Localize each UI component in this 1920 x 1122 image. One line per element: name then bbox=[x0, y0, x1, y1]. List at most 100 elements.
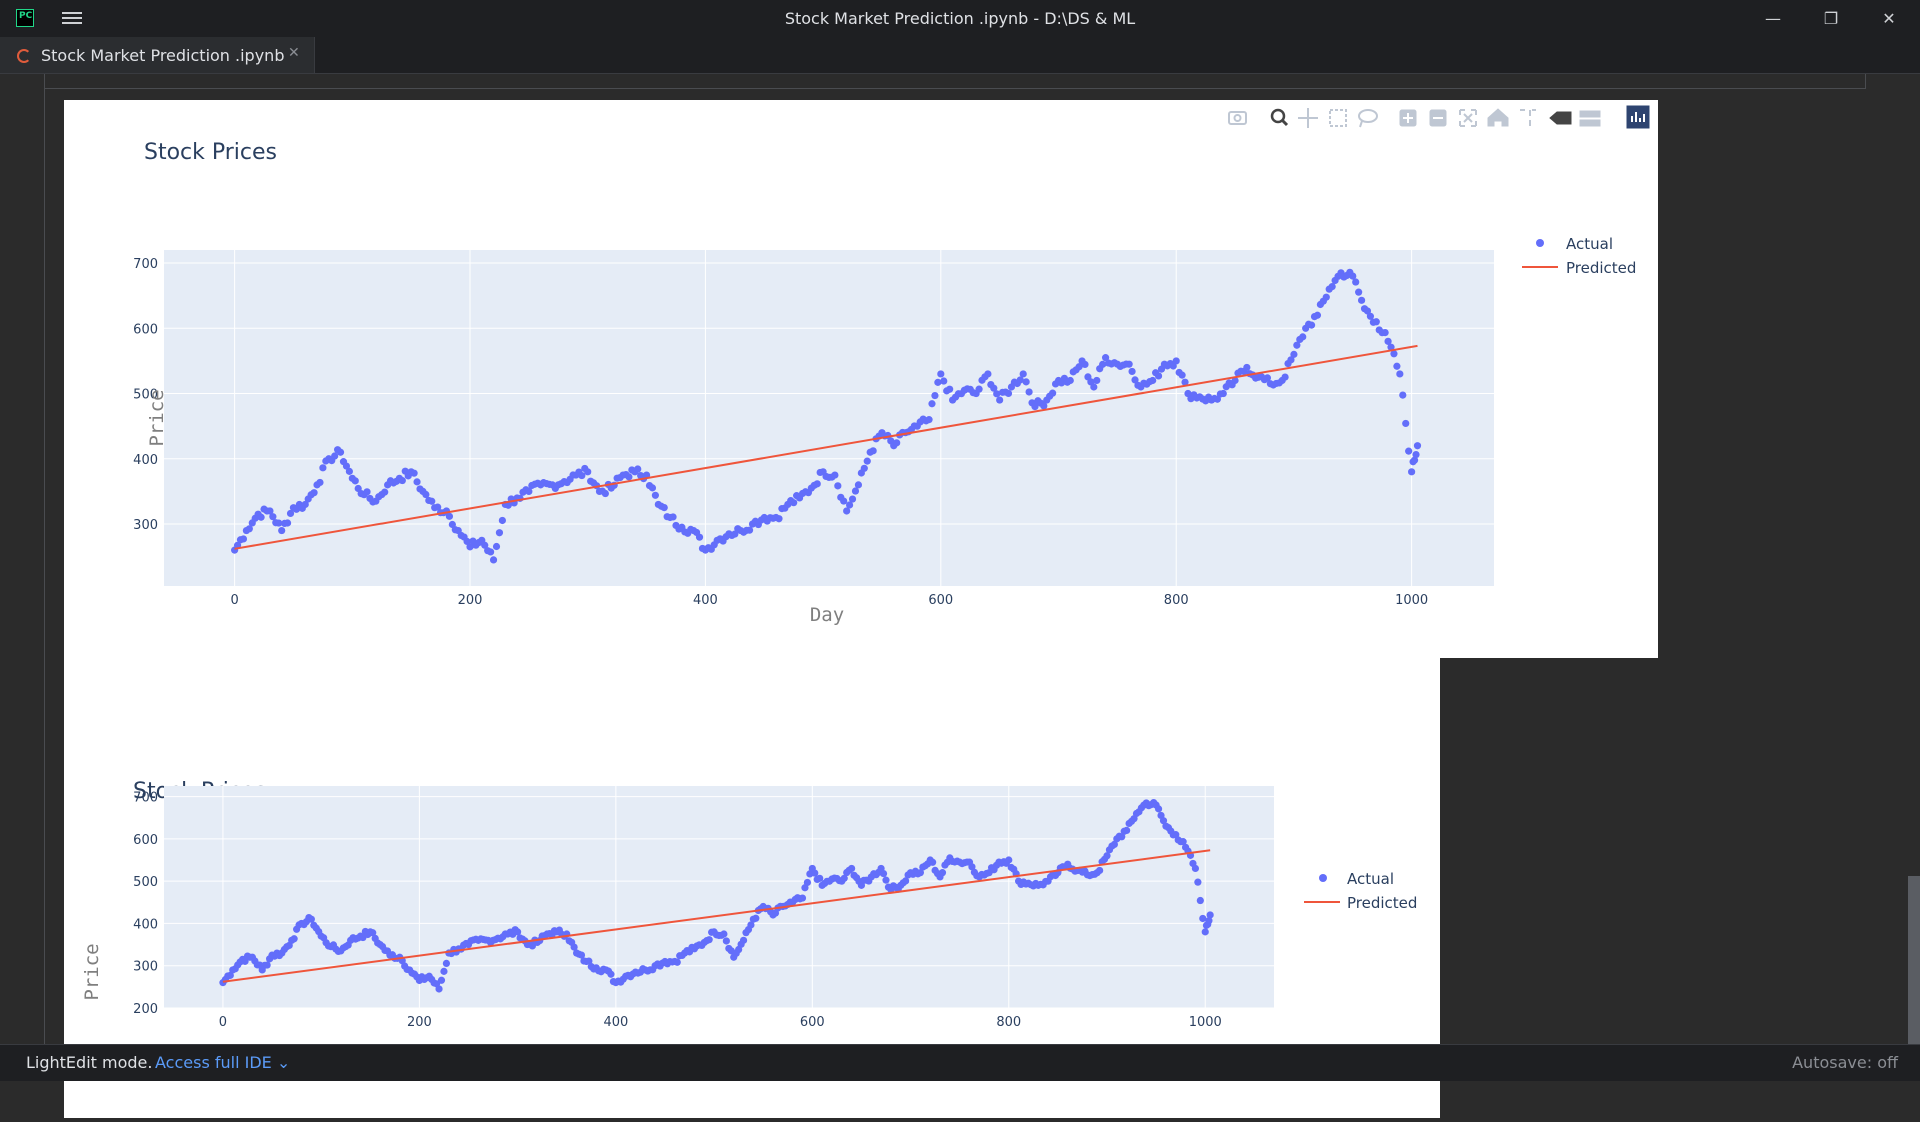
actual-point bbox=[990, 384, 998, 392]
actual-point bbox=[937, 370, 945, 378]
legend-actual-marker bbox=[1319, 874, 1327, 882]
tab-close-icon[interactable]: ✕ bbox=[288, 45, 300, 61]
actual-point bbox=[816, 874, 824, 882]
plot-1-title: Stock Prices bbox=[144, 140, 277, 165]
box-select-icon[interactable] bbox=[1329, 109, 1347, 127]
actual-point bbox=[398, 476, 406, 485]
app-logo-text: PC bbox=[19, 11, 33, 21]
actual-point bbox=[1096, 866, 1104, 875]
actual-point bbox=[798, 894, 807, 902]
plot-background bbox=[164, 786, 1274, 1008]
actual-point bbox=[239, 535, 248, 543]
hover-closest-icon[interactable] bbox=[1549, 111, 1572, 125]
tab-stock-market-prediction[interactable]: Stock Market Prediction .ipynb ✕ bbox=[0, 37, 315, 73]
restore-icon[interactable]: ❐ bbox=[1823, 9, 1839, 28]
zoom-out-icon[interactable] bbox=[1429, 109, 1447, 127]
actual-point bbox=[1363, 307, 1372, 315]
actual-point bbox=[410, 469, 418, 477]
actual-point bbox=[466, 543, 474, 551]
autosave-status: Autosave: off bbox=[1792, 1053, 1898, 1072]
autoscale-icon[interactable] bbox=[1459, 109, 1477, 127]
zoom-in-icon[interactable] bbox=[1399, 109, 1417, 127]
plot-output-2: Stock Prices 020040060080010002003004005… bbox=[64, 658, 1440, 1118]
y-tick-label: 700 bbox=[133, 257, 158, 272]
actual-point bbox=[1179, 838, 1187, 846]
plot-background bbox=[164, 250, 1494, 586]
actual-point bbox=[1205, 917, 1213, 925]
actual-point bbox=[1101, 354, 1110, 362]
plot-2-legend[interactable]: Actual Predicted bbox=[1304, 870, 1417, 912]
actual-point bbox=[775, 515, 783, 523]
legend-predicted-label: Predicted bbox=[1347, 894, 1417, 912]
actual-point bbox=[286, 509, 295, 518]
actual-point bbox=[448, 520, 456, 529]
reset-axes-icon[interactable] bbox=[1487, 108, 1509, 127]
actual-point bbox=[316, 478, 324, 487]
plot-1-svg: Stock Prices 0 200 400 600 800 1000 300 400 500 6… bbox=[133, 105, 1650, 626]
lasso-select-icon[interactable] bbox=[1358, 109, 1378, 128]
actual-point bbox=[843, 507, 851, 515]
actual-point bbox=[1103, 852, 1111, 860]
actual-point bbox=[492, 542, 501, 551]
cell-gutter-line bbox=[44, 74, 45, 1044]
actual-point bbox=[607, 970, 615, 978]
actual-point bbox=[925, 416, 933, 424]
zoom-icon[interactable] bbox=[1270, 108, 1289, 127]
actual-point bbox=[869, 447, 877, 455]
plot-1-legend[interactable]: Actual Predicted bbox=[1522, 235, 1636, 277]
x-tick-label: 1000 bbox=[1395, 593, 1428, 608]
plot-1-area: 0 200 400 600 800 1000 300 400 500 600 700 bbox=[133, 250, 1494, 608]
actual-point bbox=[584, 468, 592, 476]
hover-compare-icon[interactable] bbox=[1579, 110, 1601, 127]
actual-point bbox=[577, 951, 586, 959]
actual-point bbox=[336, 448, 345, 456]
actual-point bbox=[1049, 389, 1057, 397]
actual-point bbox=[1110, 840, 1118, 849]
legend-actual-marker bbox=[1536, 239, 1544, 247]
pycharm-logo-icon[interactable]: PC bbox=[16, 9, 34, 27]
actual-point bbox=[275, 519, 283, 527]
actual-point bbox=[434, 503, 442, 511]
actual-point bbox=[1022, 378, 1030, 386]
actual-point bbox=[1412, 450, 1420, 459]
minimize-icon[interactable]: — bbox=[1765, 9, 1781, 28]
plotly-logo-icon[interactable] bbox=[1626, 105, 1650, 129]
actual-point bbox=[938, 869, 947, 877]
actual-point bbox=[695, 533, 704, 541]
legend-actual-label: Actual bbox=[1347, 870, 1394, 888]
lightedit-mode-label: LightEdit mode. bbox=[26, 1053, 153, 1072]
editor-scrollbar-thumb[interactable] bbox=[1908, 876, 1920, 1058]
main-menu-icon[interactable] bbox=[62, 9, 82, 27]
close-icon[interactable]: ✕ bbox=[1882, 9, 1896, 28]
spike-lines-icon[interactable] bbox=[1520, 109, 1536, 126]
actual-point bbox=[1352, 278, 1360, 286]
actual-point bbox=[307, 915, 315, 923]
actual-point bbox=[1399, 391, 1407, 399]
actual-point bbox=[1159, 817, 1168, 825]
chevron-down-icon: ⌄ bbox=[276, 1053, 291, 1072]
actual-point bbox=[1019, 370, 1027, 378]
pan-icon[interactable] bbox=[1298, 108, 1318, 128]
actual-point bbox=[445, 512, 454, 520]
camera-icon[interactable] bbox=[1228, 111, 1247, 125]
actual-point bbox=[1328, 282, 1336, 291]
actual-point bbox=[879, 869, 888, 878]
actual-point bbox=[570, 943, 578, 951]
access-full-ide-link[interactable]: Access full IDE ⌄ bbox=[155, 1053, 290, 1072]
actual-point bbox=[882, 876, 890, 884]
x-tick-label: 200 bbox=[458, 593, 483, 608]
actual-point bbox=[1005, 856, 1013, 864]
actual-point bbox=[514, 928, 522, 936]
actual-point bbox=[1381, 328, 1389, 337]
actual-point bbox=[863, 457, 871, 465]
actual-point bbox=[1154, 372, 1163, 380]
actual-point bbox=[1031, 402, 1039, 411]
title-bar: PC Stock Market Prediction .ipynb - D:\D… bbox=[0, 0, 1920, 37]
plot-1-xlabel: Day bbox=[810, 604, 844, 626]
actual-point bbox=[860, 464, 868, 472]
window-title: Stock Market Prediction .ipynb - D:\DS &… bbox=[784, 9, 1136, 28]
actual-point bbox=[893, 439, 901, 447]
actual-point bbox=[1287, 356, 1295, 364]
actual-point bbox=[278, 526, 286, 535]
actual-point bbox=[720, 930, 728, 938]
